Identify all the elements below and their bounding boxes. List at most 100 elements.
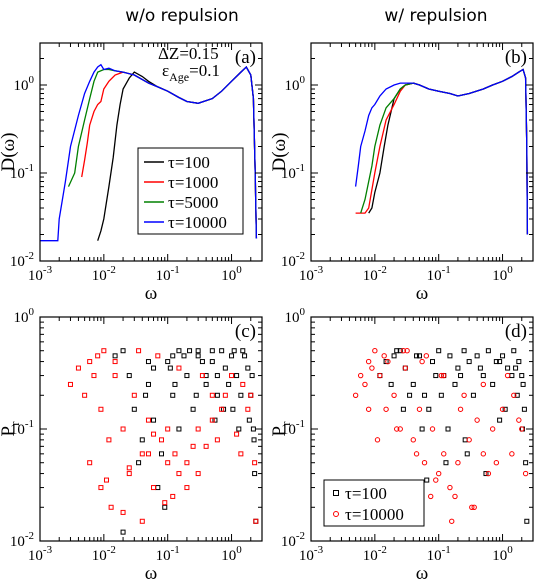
scatter-point [120, 509, 126, 515]
y-tick-label: 10-2 [281, 250, 305, 270]
tick-exponent: -2 [378, 264, 387, 276]
scatter-point [464, 451, 470, 457]
scatter-point [372, 348, 378, 354]
scatter-point [240, 381, 246, 387]
scatter-point [505, 365, 511, 371]
scatter-point [176, 348, 182, 354]
y-tick-label: 100 [285, 306, 306, 326]
tick-base: 10 [281, 254, 296, 270]
plot-frame [39, 316, 263, 542]
tick-exponent: 0 [29, 74, 35, 86]
scatter-point [131, 392, 137, 398]
y-tick-label: 100 [14, 306, 35, 326]
scatter-point [400, 348, 407, 354]
scatter-point [385, 358, 391, 365]
tick-base: 10 [92, 268, 107, 284]
scatter-point [176, 471, 182, 477]
y-tick-label: 10-1 [281, 162, 305, 182]
tick-exponent: 0 [507, 264, 513, 276]
plot-area [352, 348, 530, 524]
scatter-point [234, 431, 240, 437]
y-axis-label: D(ω) [0, 133, 19, 172]
scatter-point [458, 373, 464, 379]
tick-exponent: -2 [25, 250, 34, 262]
scatter-point [219, 406, 225, 412]
scatter-point [242, 353, 248, 359]
x-tick-label: 100 [492, 544, 513, 564]
scatter-point [352, 392, 359, 398]
scatter-point [193, 392, 199, 398]
x-tick-label: 10-3 [28, 264, 53, 284]
x-axis-label: ω [145, 563, 158, 580]
scatter-point [209, 417, 215, 423]
scatter-point [391, 392, 397, 398]
scatter-point [67, 381, 73, 387]
scatter-point [489, 426, 496, 432]
scatter-point [424, 477, 430, 483]
x-tick-label: 10-1 [427, 264, 451, 284]
scatter-point [126, 373, 132, 379]
scatter-point [155, 485, 161, 491]
x-tick-label: 10-2 [363, 544, 387, 564]
scatter-point [106, 437, 112, 443]
tick-exponent: -2 [378, 544, 387, 556]
plot-frame [310, 42, 534, 262]
scatter-point [176, 365, 182, 371]
scatter-point [423, 353, 430, 359]
tick-exponent: -2 [296, 250, 305, 262]
scatter-point [143, 392, 149, 398]
scatter-point [383, 406, 389, 412]
tick-exponent: -1 [171, 264, 180, 276]
scatter-point [238, 451, 244, 457]
tick-base: 10 [221, 268, 236, 284]
legend-box [323, 479, 425, 527]
tick-exponent: -2 [107, 264, 116, 276]
tick-base: 10 [10, 422, 25, 438]
tick-base: 10 [363, 268, 378, 284]
scatter-point [165, 460, 171, 466]
tick-base: 10 [156, 548, 171, 564]
legend-label: τ=100 [345, 484, 387, 503]
scatter-point [187, 348, 193, 354]
y-tick-label: 10-1 [10, 162, 34, 182]
scatter-point [248, 392, 254, 398]
scatter-point [136, 348, 142, 354]
tick-base: 10 [10, 254, 25, 270]
scatter-point [248, 392, 254, 398]
scatter-point [422, 392, 428, 398]
scatter-point [461, 348, 467, 354]
tick-base: 10 [28, 268, 43, 284]
scatter-point [222, 365, 228, 371]
scatter-point [511, 392, 517, 398]
scatter-point [165, 359, 171, 365]
panel-label: (c) [235, 321, 256, 342]
scatter-point [485, 470, 492, 477]
x-axis-label: ω [145, 283, 158, 304]
tick-exponent: -1 [171, 544, 180, 556]
scatter-point [226, 381, 232, 387]
scatter-point [414, 353, 420, 359]
y-axis-label: D(ω) [269, 133, 290, 172]
scatter-point [139, 437, 145, 443]
series-line-2 [360, 68, 529, 235]
scatter-point [519, 373, 525, 379]
scatter-point [509, 373, 515, 379]
scatter-point [209, 359, 215, 365]
x-tick-label: 10-1 [427, 544, 451, 564]
scatter-point [509, 451, 515, 457]
legend-label: τ=1000 [168, 173, 218, 192]
scatter-point [170, 392, 176, 398]
tick-exponent: -1 [296, 418, 305, 430]
scatter-point [170, 353, 176, 359]
scatter-point [433, 373, 439, 379]
scatter-point [521, 406, 527, 412]
tick-exponent: -1 [442, 264, 451, 276]
scatter-point [430, 359, 436, 365]
annot-part: ε [162, 61, 169, 80]
scatter-point [136, 460, 142, 466]
tick-exponent: -2 [296, 530, 305, 542]
scatter-point [513, 365, 519, 371]
scatter-point [480, 373, 486, 379]
y-tick-label: 10-2 [10, 530, 34, 550]
